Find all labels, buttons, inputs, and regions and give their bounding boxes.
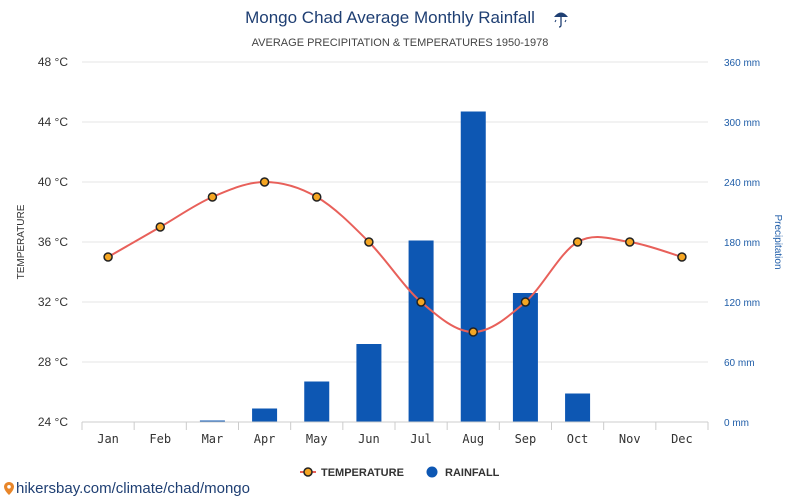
x-tick-label: Aug bbox=[462, 432, 484, 446]
y-tick-label-right: 60 mm bbox=[724, 358, 755, 369]
source-link-text: hikersbay.com/climate/chad/mongo bbox=[16, 480, 250, 497]
rainfall-bars bbox=[199, 111, 591, 422]
temperature-point bbox=[207, 192, 218, 202]
x-tick-label: Dec bbox=[671, 432, 693, 446]
rainfall-bar bbox=[304, 381, 330, 422]
rainfall-bar bbox=[512, 293, 538, 422]
rainfall-bar bbox=[252, 408, 278, 422]
legend-temperature[interactable]: TEMPERATURE bbox=[300, 467, 404, 479]
legend: TEMPERATURE RAINFALL bbox=[300, 466, 500, 480]
y-tick-label-left: 32 °C bbox=[38, 295, 68, 309]
legend-temperature-label: TEMPERATURE bbox=[321, 467, 404, 479]
temperature-point bbox=[416, 297, 426, 307]
y-tick-label-left: 24 °C bbox=[38, 415, 68, 429]
y-tick-label-right: 0 mm bbox=[724, 418, 749, 429]
temperature-point bbox=[364, 237, 374, 247]
legend-temperature-marker bbox=[303, 467, 313, 477]
x-tick-label: Mar bbox=[202, 432, 224, 446]
rainfall-bar bbox=[356, 344, 382, 422]
temperature-point bbox=[520, 297, 531, 307]
gridlines bbox=[82, 61, 708, 423]
source-link[interactable]: hikersbay.com/climate/chad/mongo bbox=[4, 480, 250, 497]
y-axis-left-title: TEMPERATURE bbox=[16, 204, 27, 279]
temperature-point bbox=[677, 252, 687, 262]
map-pin-icon bbox=[4, 482, 14, 495]
temperature-line bbox=[103, 177, 687, 337]
legend-rainfall-marker bbox=[426, 466, 438, 478]
rainfall-bar bbox=[408, 240, 434, 422]
x-tick-label: May bbox=[306, 432, 328, 446]
x-tick-label: Sep bbox=[515, 432, 537, 446]
temperature-point bbox=[312, 192, 322, 202]
x-tick-label: Apr bbox=[254, 432, 276, 446]
x-axis: Jan Feb Mar Apr May Jun Jul Aug Sep Oct Nov Dec bbox=[81, 421, 709, 446]
y-tick-label-right: 240 mm bbox=[724, 178, 760, 189]
y-tick-label-right: 300 mm bbox=[724, 118, 760, 129]
y-tick-label-right: 120 mm bbox=[724, 298, 760, 309]
y-axis-right-title: Precipitation bbox=[772, 214, 783, 269]
x-tick-label: Jun bbox=[358, 432, 380, 446]
rainfall-bar bbox=[199, 420, 225, 422]
y-tick-label-left: 44 °C bbox=[38, 115, 68, 129]
y-tick-label-right: 360 mm bbox=[724, 58, 760, 69]
temperature-point bbox=[259, 177, 270, 187]
temperature-point bbox=[572, 237, 583, 247]
y-axis-left: 24 °C 28 °C 32 °C 36 °C 40 °C 44 °C 48 °C bbox=[38, 55, 68, 429]
rainfall-bar bbox=[565, 393, 591, 422]
y-tick-label-left: 36 °C bbox=[38, 235, 68, 249]
umbrella-rain-icon bbox=[554, 12, 568, 28]
x-tick-label: Feb bbox=[149, 432, 171, 446]
x-tick-label: Nov bbox=[619, 432, 641, 446]
y-axis-right: 0 mm 60 mm 120 mm 180 mm 240 mm 300 mm 360 mm bbox=[724, 58, 760, 429]
temperature-point bbox=[468, 327, 478, 337]
y-tick-label-left: 48 °C bbox=[38, 55, 68, 69]
chart-title: Mongo Chad Average Monthly Rainfall bbox=[245, 8, 535, 27]
x-tick-label: Oct bbox=[567, 432, 589, 446]
temperature-line-path bbox=[107, 180, 683, 334]
y-tick-label-left: 28 °C bbox=[38, 355, 68, 369]
temperature-point bbox=[155, 222, 165, 232]
x-tick-label: Jan bbox=[97, 432, 119, 446]
legend-rainfall-label: RAINFALL bbox=[445, 467, 500, 479]
y-tick-label-right: 180 mm bbox=[724, 238, 760, 249]
y-tick-label-left: 40 °C bbox=[38, 175, 68, 189]
temperature-point bbox=[103, 252, 113, 262]
rainfall-bar bbox=[460, 111, 486, 422]
chart-subtitle: AVERAGE PRECIPITATION & TEMPERATURES 195… bbox=[252, 37, 549, 49]
temperature-point bbox=[625, 237, 635, 247]
legend-rainfall[interactable]: RAINFALL bbox=[426, 466, 500, 480]
x-tick-label: Jul bbox=[410, 432, 432, 446]
